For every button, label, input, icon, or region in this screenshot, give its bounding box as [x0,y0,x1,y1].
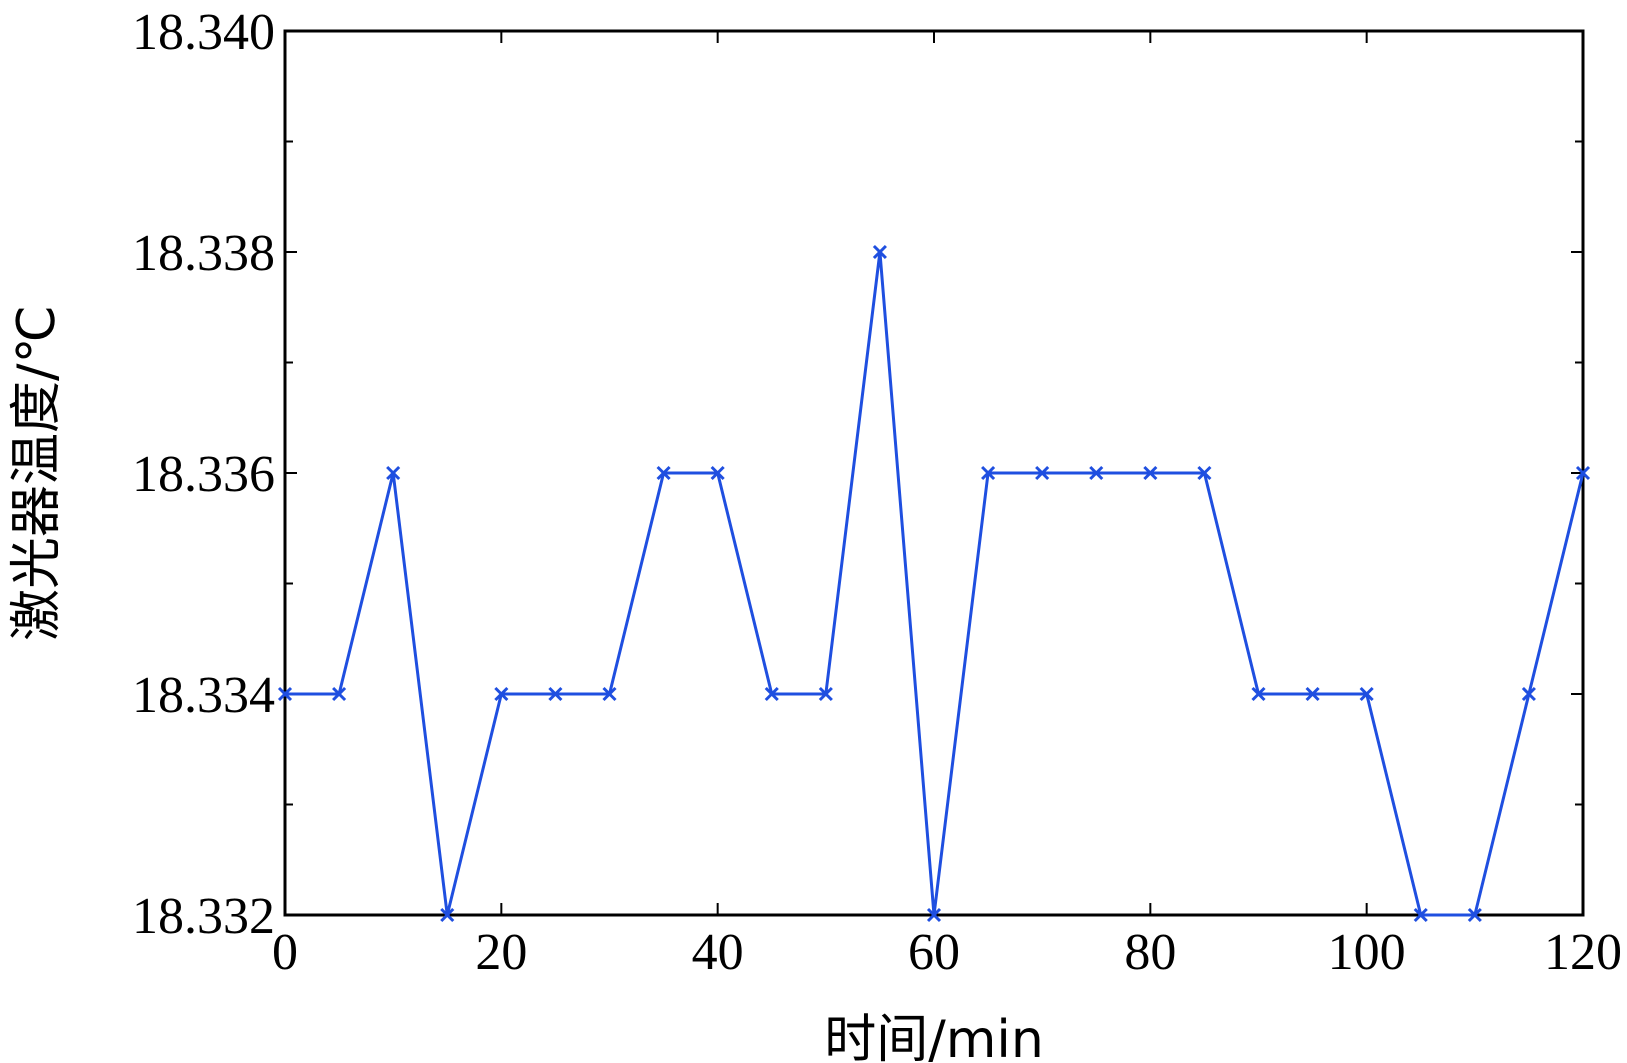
x-tick-label: 100 [1328,924,1406,981]
data-point-marker [872,244,887,260]
data-point-marker [1089,465,1104,481]
data-point-marker [332,686,347,702]
data-point-marker [656,465,671,481]
x-tick-label: 20 [475,924,527,981]
x-tick-label: 40 [692,924,744,981]
data-point-marker [277,686,293,702]
data-point-marker [818,686,833,702]
x-tick-label: 60 [908,924,960,981]
x-axis-ticks: 0 20 40 60 80 100 120 [272,31,1622,981]
y-tick-label: 18.340 [132,4,275,61]
data-point-marker [764,686,779,702]
data-point-marker [926,907,942,923]
data-point-marker [981,465,996,481]
data-point-marker [1413,907,1428,923]
series-layer [277,244,1591,923]
data-point-marker [1575,465,1591,481]
data-point-marker [440,907,455,923]
data-point-marker [1143,465,1158,481]
data-point-marker [1035,465,1050,481]
x-tick-label: 0 [272,924,298,981]
data-point-marker [602,686,617,702]
x-tick-label: 80 [1124,924,1176,981]
x-tick-label: 120 [1544,924,1622,981]
data-point-marker [1521,686,1536,702]
data-point-marker [494,686,509,702]
y-axis-ticks: 18.332 18.334 18.336 18.338 18.340 [132,4,1583,945]
y-tick-label: 18.338 [132,225,275,282]
x-axis-title: 时间/min [824,1010,1044,1063]
y-axis-title: 激光器温度/℃ [7,305,67,641]
data-point-marker [1251,686,1266,702]
data-point-marker [386,465,401,481]
data-point-marker [1359,686,1374,702]
y-tick-label: 18.336 [132,446,275,503]
data-point-marker [1197,465,1212,481]
data-point-marker [1467,907,1482,923]
series-line [285,250,1585,917]
data-point-marker [548,686,563,702]
y-tick-label: 18.332 [132,888,275,945]
data-point-marker [1305,686,1320,702]
data-point-marker [710,465,725,481]
y-tick-label: 18.334 [132,667,275,724]
